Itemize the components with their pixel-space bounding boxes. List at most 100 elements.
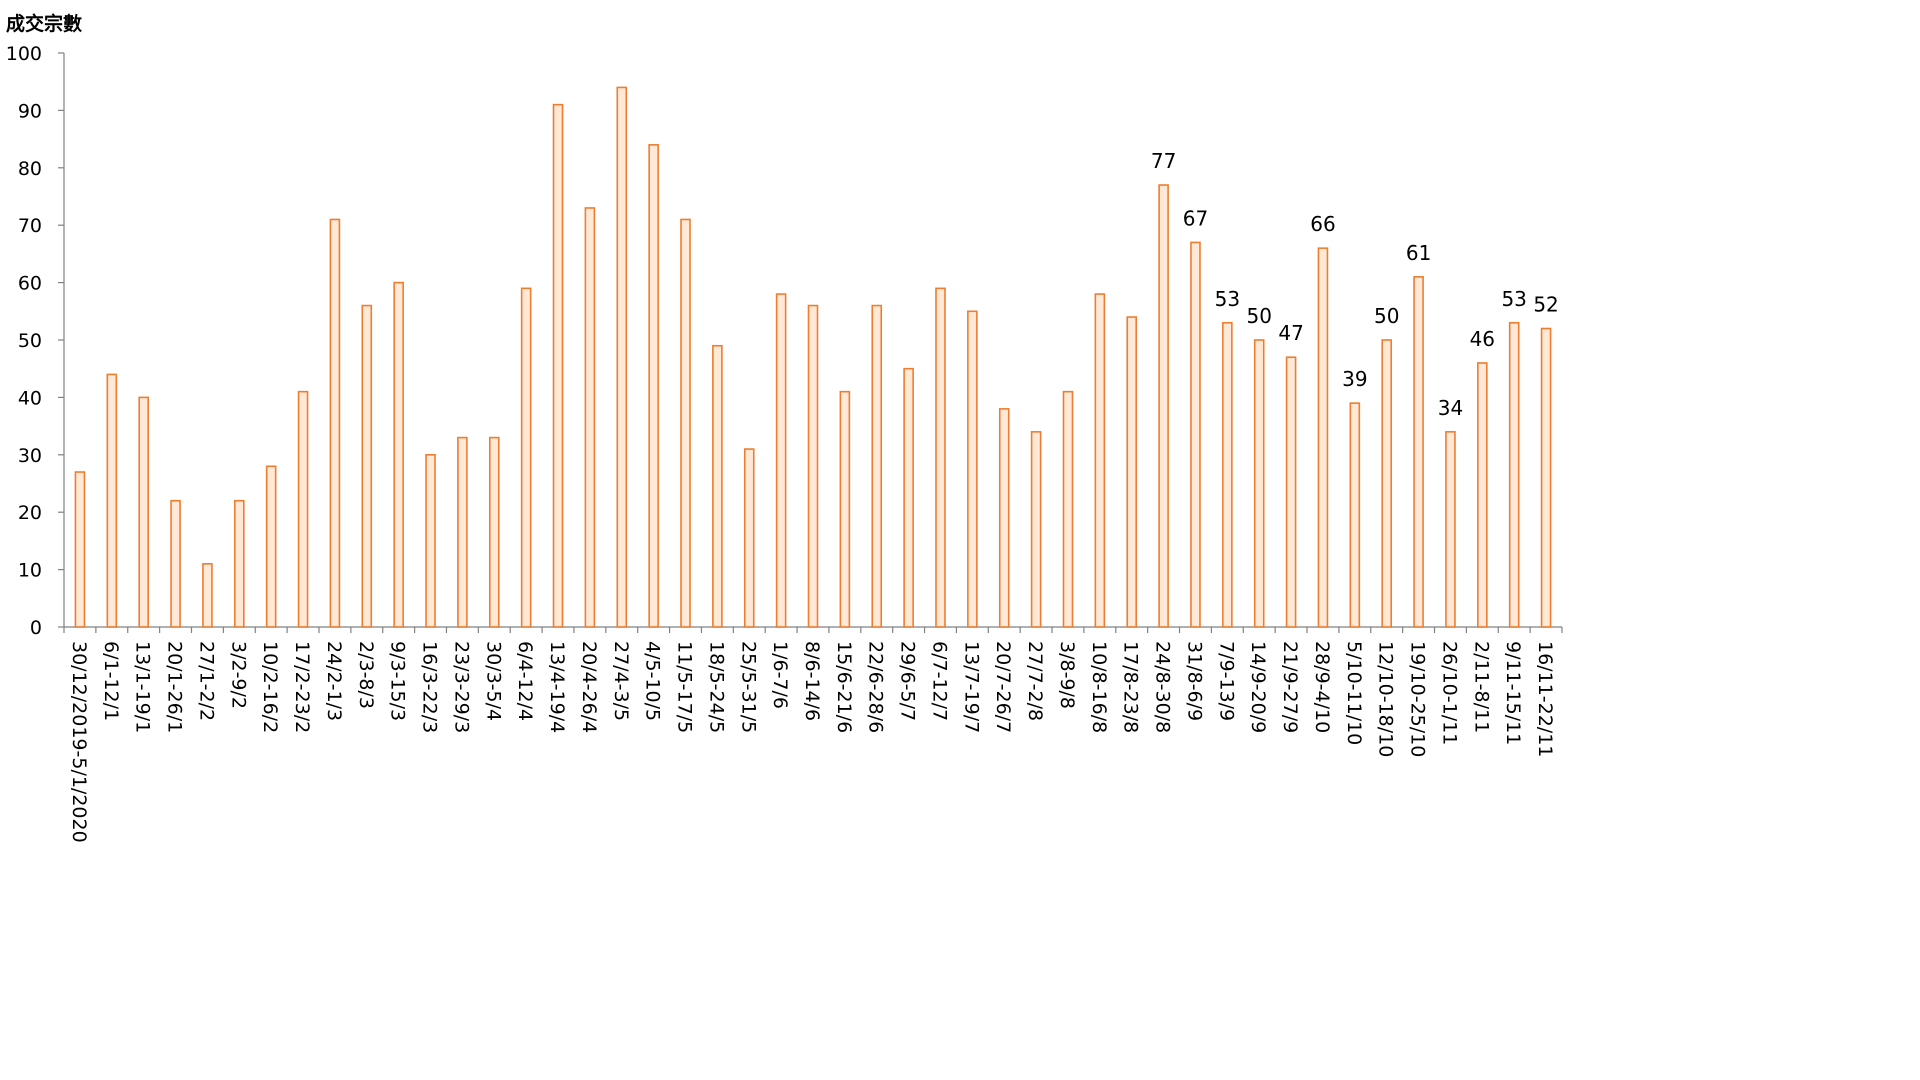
bar bbox=[584, 207, 596, 628]
bar bbox=[743, 448, 755, 628]
bar-series bbox=[74, 86, 1552, 628]
y-tick-label: 80 bbox=[18, 158, 42, 180]
data-label: 66 bbox=[1310, 212, 1335, 236]
bar bbox=[1445, 431, 1456, 628]
x-tick-label: 28/9-4/10 bbox=[1311, 641, 1333, 733]
x-tick-label: 27/4-3/5 bbox=[610, 641, 632, 721]
y-tick-label: 30 bbox=[18, 445, 42, 467]
bar bbox=[1030, 431, 1042, 628]
bar bbox=[871, 304, 883, 628]
bar bbox=[393, 281, 404, 628]
bar bbox=[488, 436, 500, 628]
y-tick-label: 0 bbox=[30, 617, 42, 639]
data-label: 52 bbox=[1533, 293, 1558, 317]
bar bbox=[265, 465, 277, 628]
data-label: 67 bbox=[1183, 206, 1208, 230]
x-tick-label: 16/3-22/3 bbox=[419, 641, 441, 733]
x-tick-label: 9/3-15/3 bbox=[387, 641, 409, 721]
x-tick-label: 1/6-7/6 bbox=[769, 641, 791, 709]
x-tick-label: 27/1-2/2 bbox=[195, 641, 217, 721]
bar bbox=[202, 563, 213, 628]
x-tick-label: 6/7-12/7 bbox=[928, 641, 950, 721]
data-label: 53 bbox=[1215, 287, 1240, 311]
bar bbox=[839, 390, 851, 628]
bar bbox=[1477, 362, 1488, 628]
data-label: 34 bbox=[1438, 396, 1463, 420]
y-tick-label: 20 bbox=[18, 502, 42, 524]
data-label: 77 bbox=[1151, 149, 1176, 173]
x-tick-label: 13/1-19/1 bbox=[132, 641, 154, 733]
bar bbox=[1540, 327, 1552, 628]
x-tick-label: 17/2-23/2 bbox=[291, 641, 313, 733]
bar bbox=[74, 471, 86, 628]
x-tick-label: 21/9-27/9 bbox=[1279, 641, 1301, 733]
y-tick-label: 40 bbox=[18, 387, 42, 409]
data-label: 39 bbox=[1342, 367, 1367, 391]
x-tick-label: 27/7-2/8 bbox=[1024, 641, 1046, 721]
x-tick-label: 24/8-30/8 bbox=[1152, 641, 1174, 733]
x-tick-label: 15/6-21/6 bbox=[833, 641, 855, 733]
bar bbox=[1253, 339, 1265, 628]
x-tick-label: 30/12/2019-5/1/2020 bbox=[68, 641, 90, 843]
data-label: 50 bbox=[1246, 304, 1271, 328]
bar bbox=[106, 373, 118, 628]
x-tick-label: 5/10-11/10 bbox=[1343, 641, 1365, 745]
x-tick-label: 11/5-17/5 bbox=[674, 641, 696, 733]
x-tick-label: 13/7-19/7 bbox=[960, 641, 982, 733]
x-tick-label: 22/6-28/6 bbox=[865, 641, 887, 733]
bar bbox=[1190, 241, 1201, 628]
bar bbox=[1062, 390, 1074, 628]
y-tick-label: 60 bbox=[18, 273, 42, 295]
x-axis: 30/12/2019-5/1/2020 6/1-12/1 13/1-19/1 20/1… bbox=[63, 626, 1563, 843]
x-tick-label: 24/2-1/3 bbox=[323, 641, 345, 721]
bar bbox=[297, 390, 309, 628]
x-tick-label: 26/10-1/11 bbox=[1438, 641, 1460, 745]
x-tick-label: 30/3-5/4 bbox=[482, 641, 504, 721]
x-tick-label: 20/4-26/4 bbox=[578, 641, 600, 733]
x-tick-label: 13/4-19/4 bbox=[546, 641, 568, 733]
x-tick-label: 3/8-9/8 bbox=[1056, 641, 1078, 709]
x-tick-label: 4/5-10/5 bbox=[642, 641, 664, 721]
bar bbox=[1126, 316, 1138, 628]
x-tick-label: 8/6-14/6 bbox=[801, 641, 823, 721]
bar bbox=[903, 367, 914, 628]
y-tick-label: 90 bbox=[18, 100, 42, 122]
bar bbox=[712, 344, 723, 628]
bar bbox=[1317, 247, 1329, 628]
y-axis: 0 10 20 30 40 50 60 70 80 90 100 bbox=[6, 43, 65, 639]
bar bbox=[329, 218, 341, 628]
bar bbox=[1285, 356, 1297, 628]
bar bbox=[1349, 402, 1361, 628]
bar bbox=[1094, 293, 1106, 628]
bar bbox=[1508, 321, 1520, 628]
x-tick-label: 18/5-24/5 bbox=[705, 641, 727, 733]
x-tick-label: 31/8-6/9 bbox=[1183, 641, 1205, 721]
x-tick-label: 29/6-5/7 bbox=[897, 641, 919, 721]
x-tick-label: 25/5-31/5 bbox=[737, 641, 759, 733]
bar-chart: 成交宗數 0 10 20 30 40 50 60 70 80 90 100 30/12/2019-5… bbox=[6, 12, 1563, 843]
bar bbox=[1222, 321, 1233, 628]
data-label: 50 bbox=[1374, 304, 1399, 328]
data-label: 61 bbox=[1406, 241, 1431, 265]
x-tick-label: 2/11-8/11 bbox=[1470, 641, 1492, 733]
bar bbox=[998, 408, 1010, 628]
bar bbox=[552, 103, 564, 628]
bar bbox=[616, 86, 628, 628]
x-tick-label: 6/4-12/4 bbox=[514, 641, 536, 721]
bar bbox=[361, 304, 373, 628]
x-tick-label: 14/9-20/9 bbox=[1247, 641, 1269, 733]
x-tick-label: 20/1-26/1 bbox=[164, 641, 186, 733]
x-tick-label: 20/7-26/7 bbox=[992, 641, 1014, 733]
bar bbox=[648, 144, 659, 628]
x-tick-label: 9/11-15/11 bbox=[1502, 641, 1524, 745]
x-tick-label: 2/3-8/3 bbox=[355, 641, 377, 709]
bar bbox=[1381, 339, 1393, 628]
bar bbox=[807, 304, 819, 628]
bar bbox=[170, 499, 181, 628]
bar bbox=[457, 436, 468, 628]
bar bbox=[935, 287, 946, 628]
x-tick-label: 6/1-12/1 bbox=[100, 641, 122, 721]
data-label: 47 bbox=[1278, 321, 1303, 345]
bar bbox=[425, 453, 436, 628]
